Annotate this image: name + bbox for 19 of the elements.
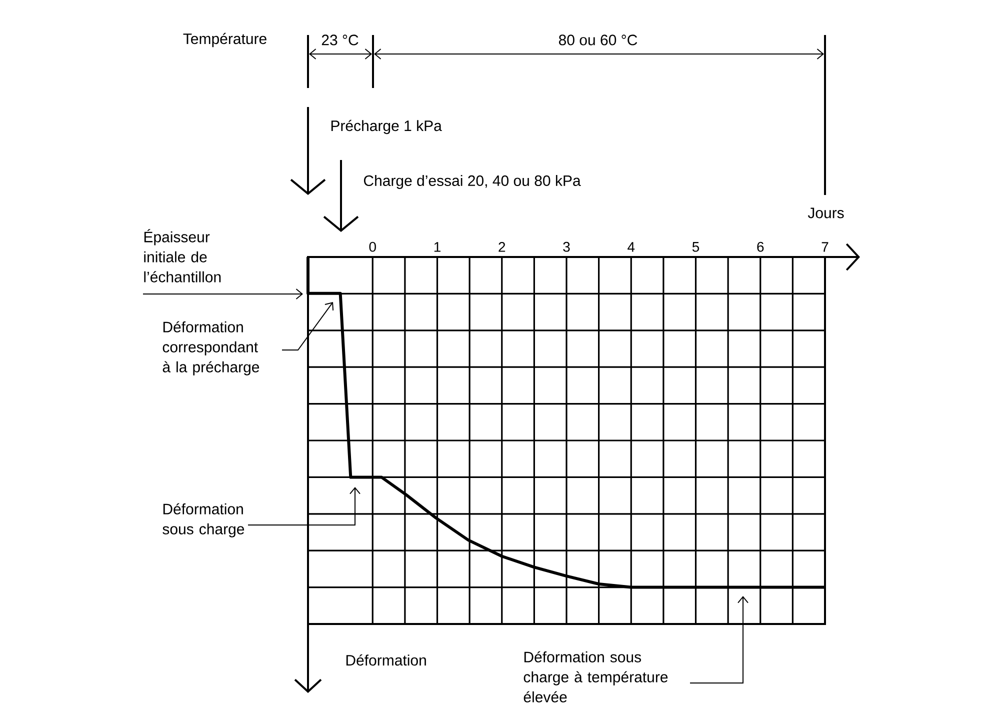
x-tick-label: 2	[498, 242, 506, 252]
text: Déformation sous charge	[162, 503, 244, 538]
text: Déformation correspondant à la précharge	[162, 321, 260, 376]
text: 23 °C	[322, 34, 358, 46]
x-tick-label: 6	[757, 242, 764, 252]
x-tick-label: 1	[434, 242, 440, 252]
text: Déformation sous charge à température élevée	[524, 651, 668, 702]
x-tick-label: 3	[563, 242, 570, 252]
x-tick-label: 4	[628, 242, 635, 252]
x-tick-label: 0	[369, 242, 376, 252]
text: Déformation	[346, 654, 426, 666]
text: Précharge 1 kPa	[331, 120, 442, 134]
text: Charge d’essai 20, 40 ou 80 kPa	[364, 174, 581, 189]
x-tick-label: 5	[692, 242, 700, 252]
x-axis-title: Jours	[808, 208, 844, 218]
x-tick-label: 7	[822, 242, 828, 252]
text: Température	[183, 32, 266, 48]
text: 80 ou 60 °C	[558, 34, 638, 46]
text: Épaisseur initiale de l’échantillon	[144, 229, 221, 282]
